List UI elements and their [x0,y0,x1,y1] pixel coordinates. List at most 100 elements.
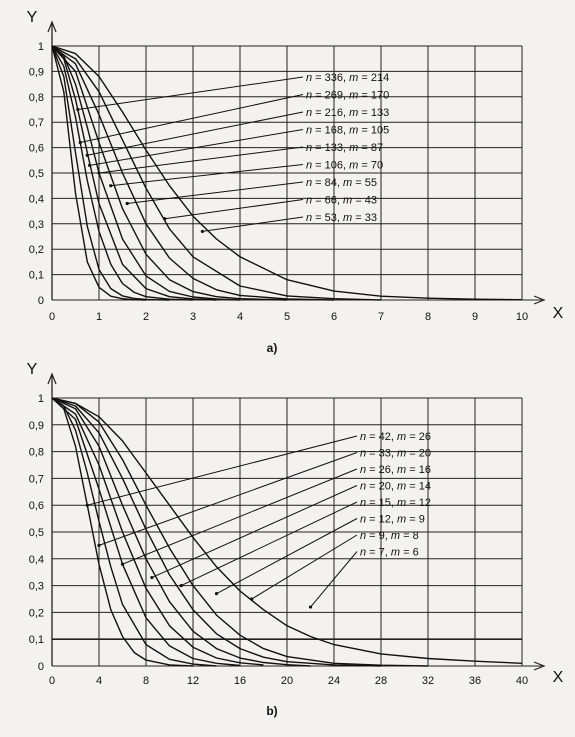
series-label-m-value: = 170 [358,90,389,102]
y-tick-label: 0,5 [29,168,44,180]
series-label-m-value: = 20 [406,448,431,460]
series-leader-dot [109,184,113,188]
series-label: n = 7, m = 6 [360,547,419,559]
series-leader-dot [200,229,204,234]
x-tick-label: 7 [378,311,384,323]
series-label-m-value: = 43 [352,195,377,207]
series-leader-dot [88,163,92,167]
series-line [51,45,288,301]
y-tick-label: 0,9 [29,66,44,78]
series-label-m-symbol: m [349,90,358,102]
series-label: n = 26, m = 16 [360,464,431,476]
series-label-n-value: = 42, [366,431,397,443]
series-label-m-symbol: m [349,72,358,84]
series-label-m-symbol: m [343,212,352,224]
series-line [51,45,194,301]
x-tick-label: 40 [516,675,528,687]
series-leader-line [80,94,304,144]
series-label-n-symbol: n [306,195,312,207]
y-axis-label: Y [27,9,38,26]
panel-label: a) [267,341,278,355]
series-leader-line [251,534,358,600]
x-tick-label: 4 [96,675,102,687]
series-leader-line [77,76,304,110]
x-tick-label: 24 [328,675,340,687]
series-leader-dot [97,543,101,548]
series-label-n-value: = 66, [312,195,343,207]
x-tick-label: 2 [143,311,149,323]
series-label: n = 53, m = 33 [306,212,377,224]
series-label: n = 66, m = 43 [306,195,377,207]
series-label: n = 133, m = 87 [306,142,383,154]
series-label-m-symbol: m [343,195,352,207]
series-label-n-value: = 33, [366,448,397,460]
x-axis-arrow [533,661,546,671]
series-label-m-value: = 16 [406,464,431,476]
y-axis-arrow [47,20,57,33]
series-label-n-symbol: n [360,547,366,559]
series-label-m-value: = 105 [358,125,389,137]
series-leader-line [151,485,358,579]
y-tick-label: 0,1 [29,270,44,282]
y-tick-label: 0,6 [29,500,44,512]
series-label-n-symbol: n [306,125,312,137]
y-tick-label: 0,9 [29,420,44,432]
series-label-n-value: = 216, [312,107,349,119]
series-leader-line [181,501,358,587]
series-label-m-value: = 55 [352,177,377,189]
y-tick-label: 0,7 [29,473,44,485]
y-axis-label: Y [27,361,38,378]
series-leader-line [164,199,304,220]
x-axis-label: X [553,669,564,686]
x-axis-label: X [553,305,564,322]
series-label-n-symbol: n [360,514,366,526]
series-leader-line [98,146,304,174]
series-label-n-symbol: n [360,497,366,509]
series-leader-dot [250,597,254,601]
series-label-m-symbol: m [349,160,358,172]
series-line [51,397,382,667]
y-tick-label: 0,5 [29,527,44,539]
series-label: n = 20, m = 14 [360,481,431,493]
series-label: n = 336, m = 214 [306,72,389,84]
series-label-m-symbol: m [349,107,358,119]
series-label-m-symbol: m [397,514,406,526]
series-leader-dot [214,592,219,596]
series-leader-dot [85,153,89,157]
x-tick-label: 16 [234,675,246,687]
series-label-n-value: = 106, [312,160,349,172]
panel-b: 0 4 8 12 16 20 24 28 32 36 40 0 0,1 0,2 0,3 0,4 0,5 0,6 0,… [27,361,564,718]
series-label-m-value: = 133 [358,107,389,119]
series-label-m-value: = 214 [358,72,389,84]
series-label-m-symbol: m [349,142,358,154]
y-tick-label: 0 [38,661,44,673]
series-leader-line [110,164,304,187]
series-label-m-value: = 87 [358,142,383,154]
series-line [51,397,523,664]
series-line [51,45,217,301]
series-label-n-value: = 20, [366,481,397,493]
x-tick-label: 8 [143,675,149,687]
y-tick-label: 1 [38,393,44,405]
series-leader-dot [78,140,82,145]
series-label: n = 216, m = 133 [306,107,389,119]
series-label-n-symbol: n [306,160,312,172]
series-label-m-value: = 12 [406,497,431,509]
series-line [51,45,382,301]
series-label-n-symbol: n [360,431,366,443]
x-tick-label: 20 [281,675,293,687]
series-line [51,397,241,667]
series-leader-line [122,468,358,565]
series-leader-line [87,111,304,156]
series-line [51,397,194,667]
x-tick-label: 4 [237,311,243,323]
series-leader-dot [150,575,154,580]
series-label-n-symbol: n [306,90,312,102]
x-tick-label: 5 [284,311,290,323]
y-tick-label: 0,8 [29,92,44,104]
series-label-m-symbol: m [349,125,358,137]
series-label-n-symbol: n [306,142,312,154]
series-label-m-symbol: m [397,481,406,493]
series-label: n = 269, m = 170 [306,90,389,102]
x-tick-label: 1 [96,311,102,323]
